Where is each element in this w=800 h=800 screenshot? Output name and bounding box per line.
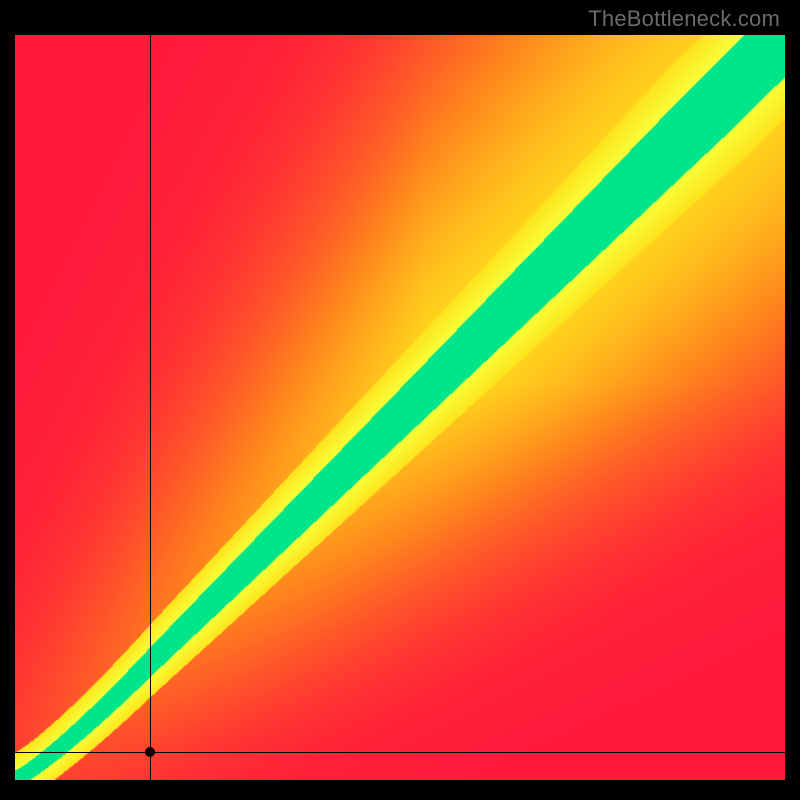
marker-point bbox=[145, 747, 155, 757]
heatmap-canvas bbox=[15, 35, 785, 780]
crosshair-vertical bbox=[150, 35, 151, 780]
watermark-text: TheBottleneck.com bbox=[588, 6, 780, 32]
crosshair-horizontal bbox=[15, 752, 785, 753]
heatmap-chart bbox=[15, 35, 785, 780]
